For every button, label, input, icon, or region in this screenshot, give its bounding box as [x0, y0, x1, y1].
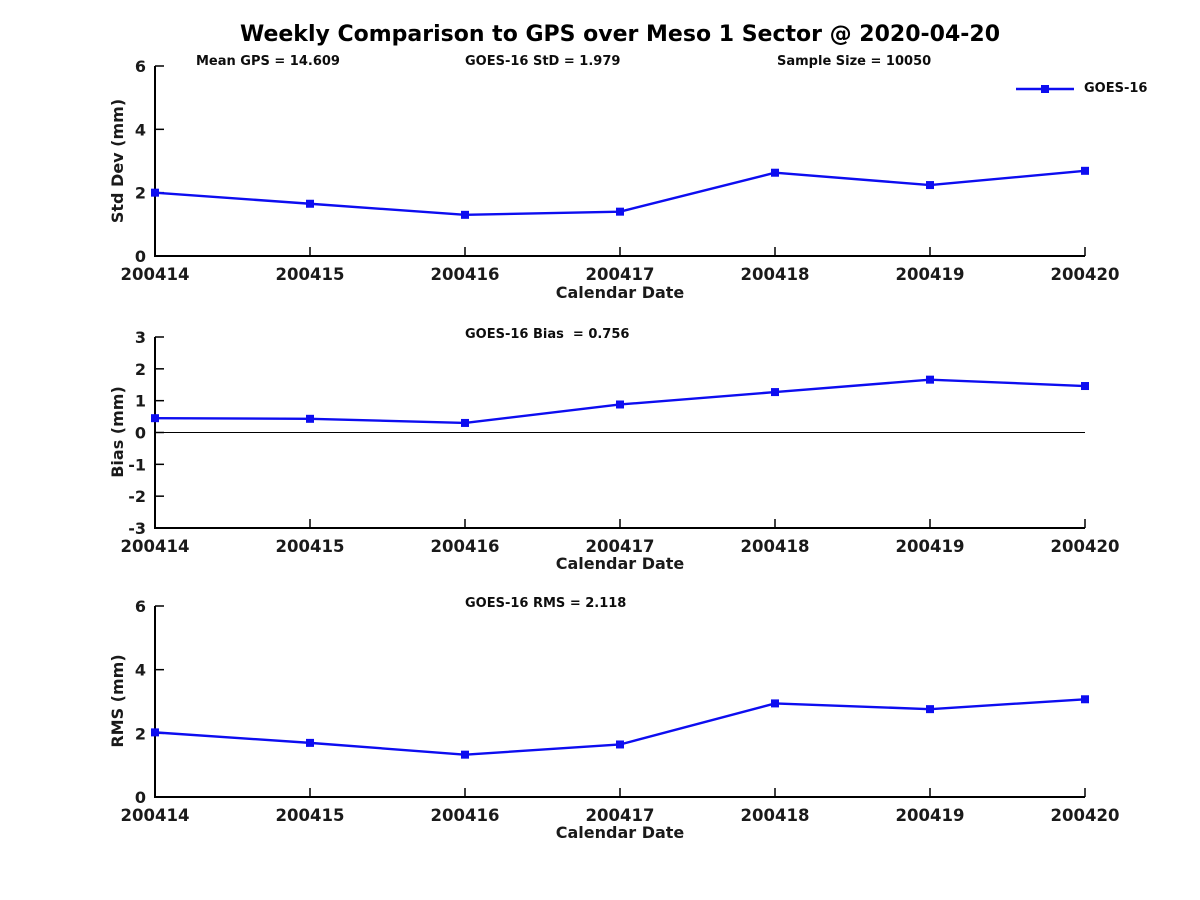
x-tick-label: 200416 — [431, 806, 500, 825]
x-tick-label: 200419 — [896, 265, 965, 284]
data-marker — [461, 750, 469, 759]
x-tick-label: 200416 — [431, 265, 500, 284]
data-marker — [771, 388, 779, 397]
y-tick-label: 0 — [135, 247, 146, 266]
data-marker — [616, 207, 624, 216]
x-tick-label: 200419 — [896, 537, 965, 556]
y-tick-label: 3 — [135, 328, 146, 347]
data-marker — [926, 181, 934, 190]
annotation-goes16-std: GOES-16 StD = 1.979 — [465, 54, 621, 69]
x-tick-label: 200417 — [586, 537, 655, 556]
std-dev-plot: 0 2 4 6 200414 200415 200416 200417 200418 200419… — [121, 57, 1120, 284]
y-tick-label: 2 — [135, 184, 146, 203]
data-marker — [306, 414, 314, 423]
data-marker — [461, 418, 469, 427]
annotation-goes16-rms: GOES-16 RMS = 2.118 — [465, 596, 627, 611]
ylabel-std-dev: Std Dev (mm) — [108, 98, 127, 224]
y-tick-label: 2 — [135, 360, 146, 379]
y-tick-label: 0 — [135, 788, 146, 807]
data-marker — [1081, 166, 1089, 175]
data-marker — [1081, 695, 1089, 704]
annotation-goes16-bias: GOES-16 Bias = 0.756 — [465, 327, 630, 342]
x-tick-label: 200418 — [741, 806, 810, 825]
figure-title: Weekly Comparison to GPS over Meso 1 Sec… — [239, 22, 1001, 47]
legend-line-marker-icon — [1016, 84, 1074, 93]
y-tick-label: -3 — [128, 519, 146, 538]
data-marker — [1081, 382, 1089, 391]
annotation-sample-size: Sample Size = 10050 — [777, 54, 932, 69]
x-tick-label: 200418 — [741, 537, 810, 556]
bias-plot: -3 -2 -1 0 1 2 3 200414 200415 200416 200417 200418… — [121, 328, 1120, 556]
xlabel-calendar-date-3: Calendar Date — [555, 823, 685, 842]
ylabel-rms: RMS (mm) — [108, 654, 127, 748]
data-marker — [616, 740, 624, 749]
y-tick-label: -1 — [128, 455, 146, 474]
y-tick-label: 4 — [135, 661, 146, 680]
legend: GOES-16 — [1014, 81, 1147, 96]
xlabel-calendar-date-2: Calendar Date — [555, 554, 685, 573]
y-tick-label: -2 — [128, 487, 146, 506]
x-tick-label: 200415 — [276, 265, 345, 284]
ylabel-bias: Bias (mm) — [108, 386, 127, 478]
data-marker — [771, 168, 779, 177]
data-marker — [926, 705, 934, 714]
x-tick-label: 200417 — [586, 265, 655, 284]
xlabel-calendar-date-1: Calendar Date — [555, 283, 685, 302]
data-marker — [926, 375, 934, 384]
x-tick-label: 200417 — [586, 806, 655, 825]
x-tick-label: 200415 — [276, 806, 345, 825]
annotation-mean-gps: Mean GPS = 14.609 — [196, 54, 340, 69]
x-tick-label: 200420 — [1051, 806, 1120, 825]
y-tick-label: 6 — [135, 597, 146, 616]
data-marker — [306, 738, 314, 747]
x-tick-label: 200418 — [741, 265, 810, 284]
y-tick-label: 2 — [135, 724, 146, 743]
rms-plot: 0 2 4 6 200414 200415 200416 200417 200418 200419… — [121, 597, 1120, 825]
data-marker — [461, 210, 469, 219]
y-tick-label: 0 — [135, 424, 146, 443]
data-marker — [151, 414, 159, 423]
data-marker — [771, 699, 779, 708]
data-marker — [306, 199, 314, 208]
legend-label: GOES-16 — [1084, 81, 1148, 96]
data-marker — [151, 188, 159, 197]
y-tick-label: 6 — [135, 57, 146, 76]
x-tick-label: 200419 — [896, 806, 965, 825]
x-tick-label: 200420 — [1051, 537, 1120, 556]
x-tick-label: 200414 — [121, 537, 190, 556]
x-tick-label: 200416 — [431, 537, 500, 556]
x-tick-label: 200420 — [1051, 265, 1120, 284]
x-tick-label: 200414 — [121, 265, 190, 284]
x-tick-label: 200414 — [121, 806, 190, 825]
y-tick-label: 1 — [135, 392, 146, 411]
x-tick-label: 200415 — [276, 537, 345, 556]
data-marker — [151, 728, 159, 737]
y-tick-label: 4 — [135, 120, 146, 139]
data-marker — [616, 400, 624, 409]
